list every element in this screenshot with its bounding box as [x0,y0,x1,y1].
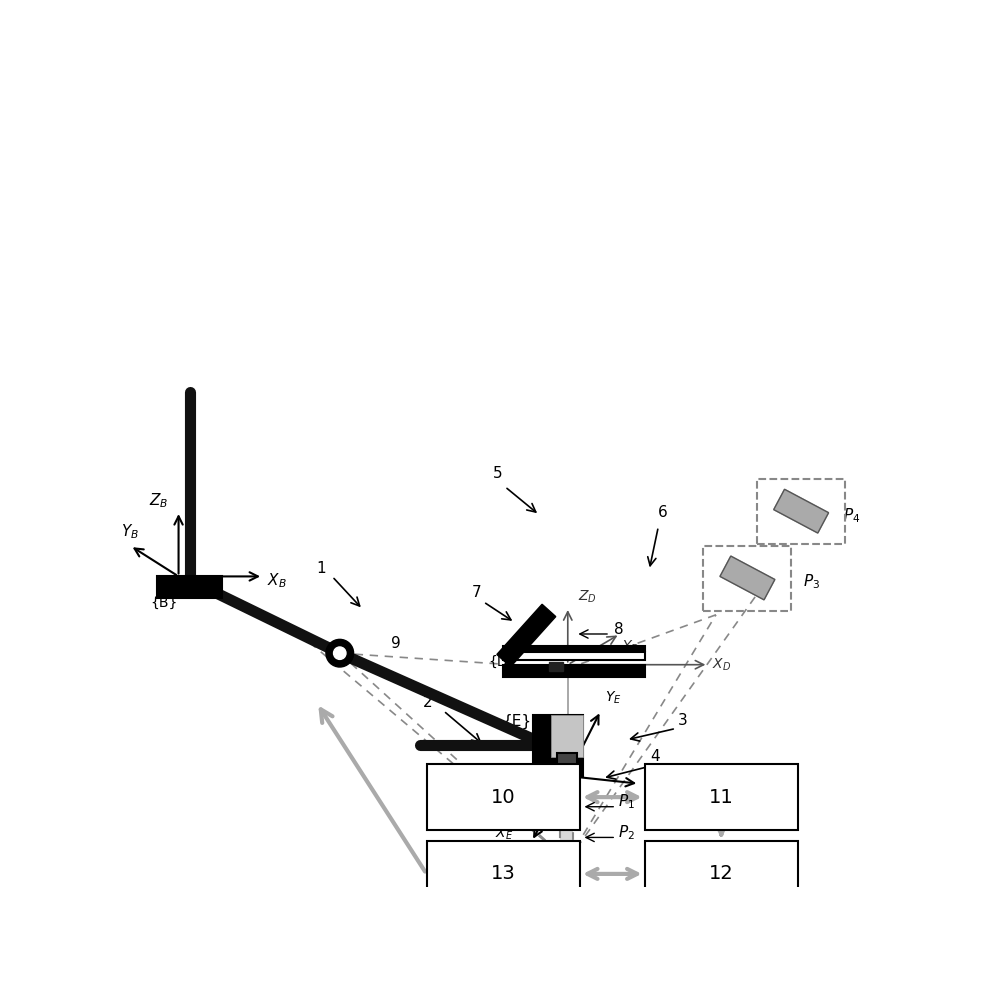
Text: $P_1$: $P_1$ [618,793,635,812]
Bar [157,576,222,598]
Bar [720,556,775,600]
Bar [497,604,556,667]
Bar [503,645,645,651]
Text: $X_B$: $X_B$ [267,571,287,589]
Bar [551,715,583,757]
Bar [645,841,798,906]
Text: 6: 6 [658,505,668,520]
Text: $Y_D$: $Y_D$ [622,639,640,655]
Bar [427,765,580,830]
Bar [533,715,583,776]
Text: 4: 4 [651,749,660,764]
Text: 11: 11 [709,788,734,807]
Text: {E}: {E} [503,714,532,730]
Bar [557,753,577,803]
Text: 7: 7 [472,585,481,600]
Bar [549,662,563,671]
Text: $Z_D$: $Z_D$ [578,589,597,605]
Text: 2: 2 [423,695,432,710]
Bar [427,841,580,906]
Bar [503,665,645,677]
Text: 8: 8 [614,622,623,637]
Text: $Y_E$: $Y_E$ [605,690,621,706]
Bar [774,490,829,533]
Bar [503,652,645,660]
Circle shape [334,647,346,659]
Text: $Y_B$: $Y_B$ [121,522,139,541]
Text: 13: 13 [491,864,516,883]
Bar [703,545,791,611]
Bar [645,765,798,830]
Text: 1: 1 [317,560,326,575]
Text: $X_D$: $X_D$ [712,657,731,673]
Text: $Z_B$: $Z_B$ [149,491,169,509]
Text: 10: 10 [491,788,516,807]
Text: $Z_E$: $Z_E$ [644,777,660,792]
Bar [757,479,845,544]
Text: 5: 5 [493,467,503,482]
Bar [774,490,829,533]
Text: $P_3$: $P_3$ [803,572,820,591]
Text: 12: 12 [709,864,734,883]
Circle shape [326,639,354,667]
Bar [720,556,775,600]
Bar [560,803,573,860]
Text: {B}: {B} [150,596,178,610]
Text: $P_4$: $P_4$ [843,506,860,525]
Text: 3: 3 [678,713,687,728]
Text: 9: 9 [391,636,401,651]
Text: $P_2$: $P_2$ [618,824,635,842]
Text: {D}: {D} [488,655,516,669]
Text: $X_E$: $X_E$ [495,826,513,841]
